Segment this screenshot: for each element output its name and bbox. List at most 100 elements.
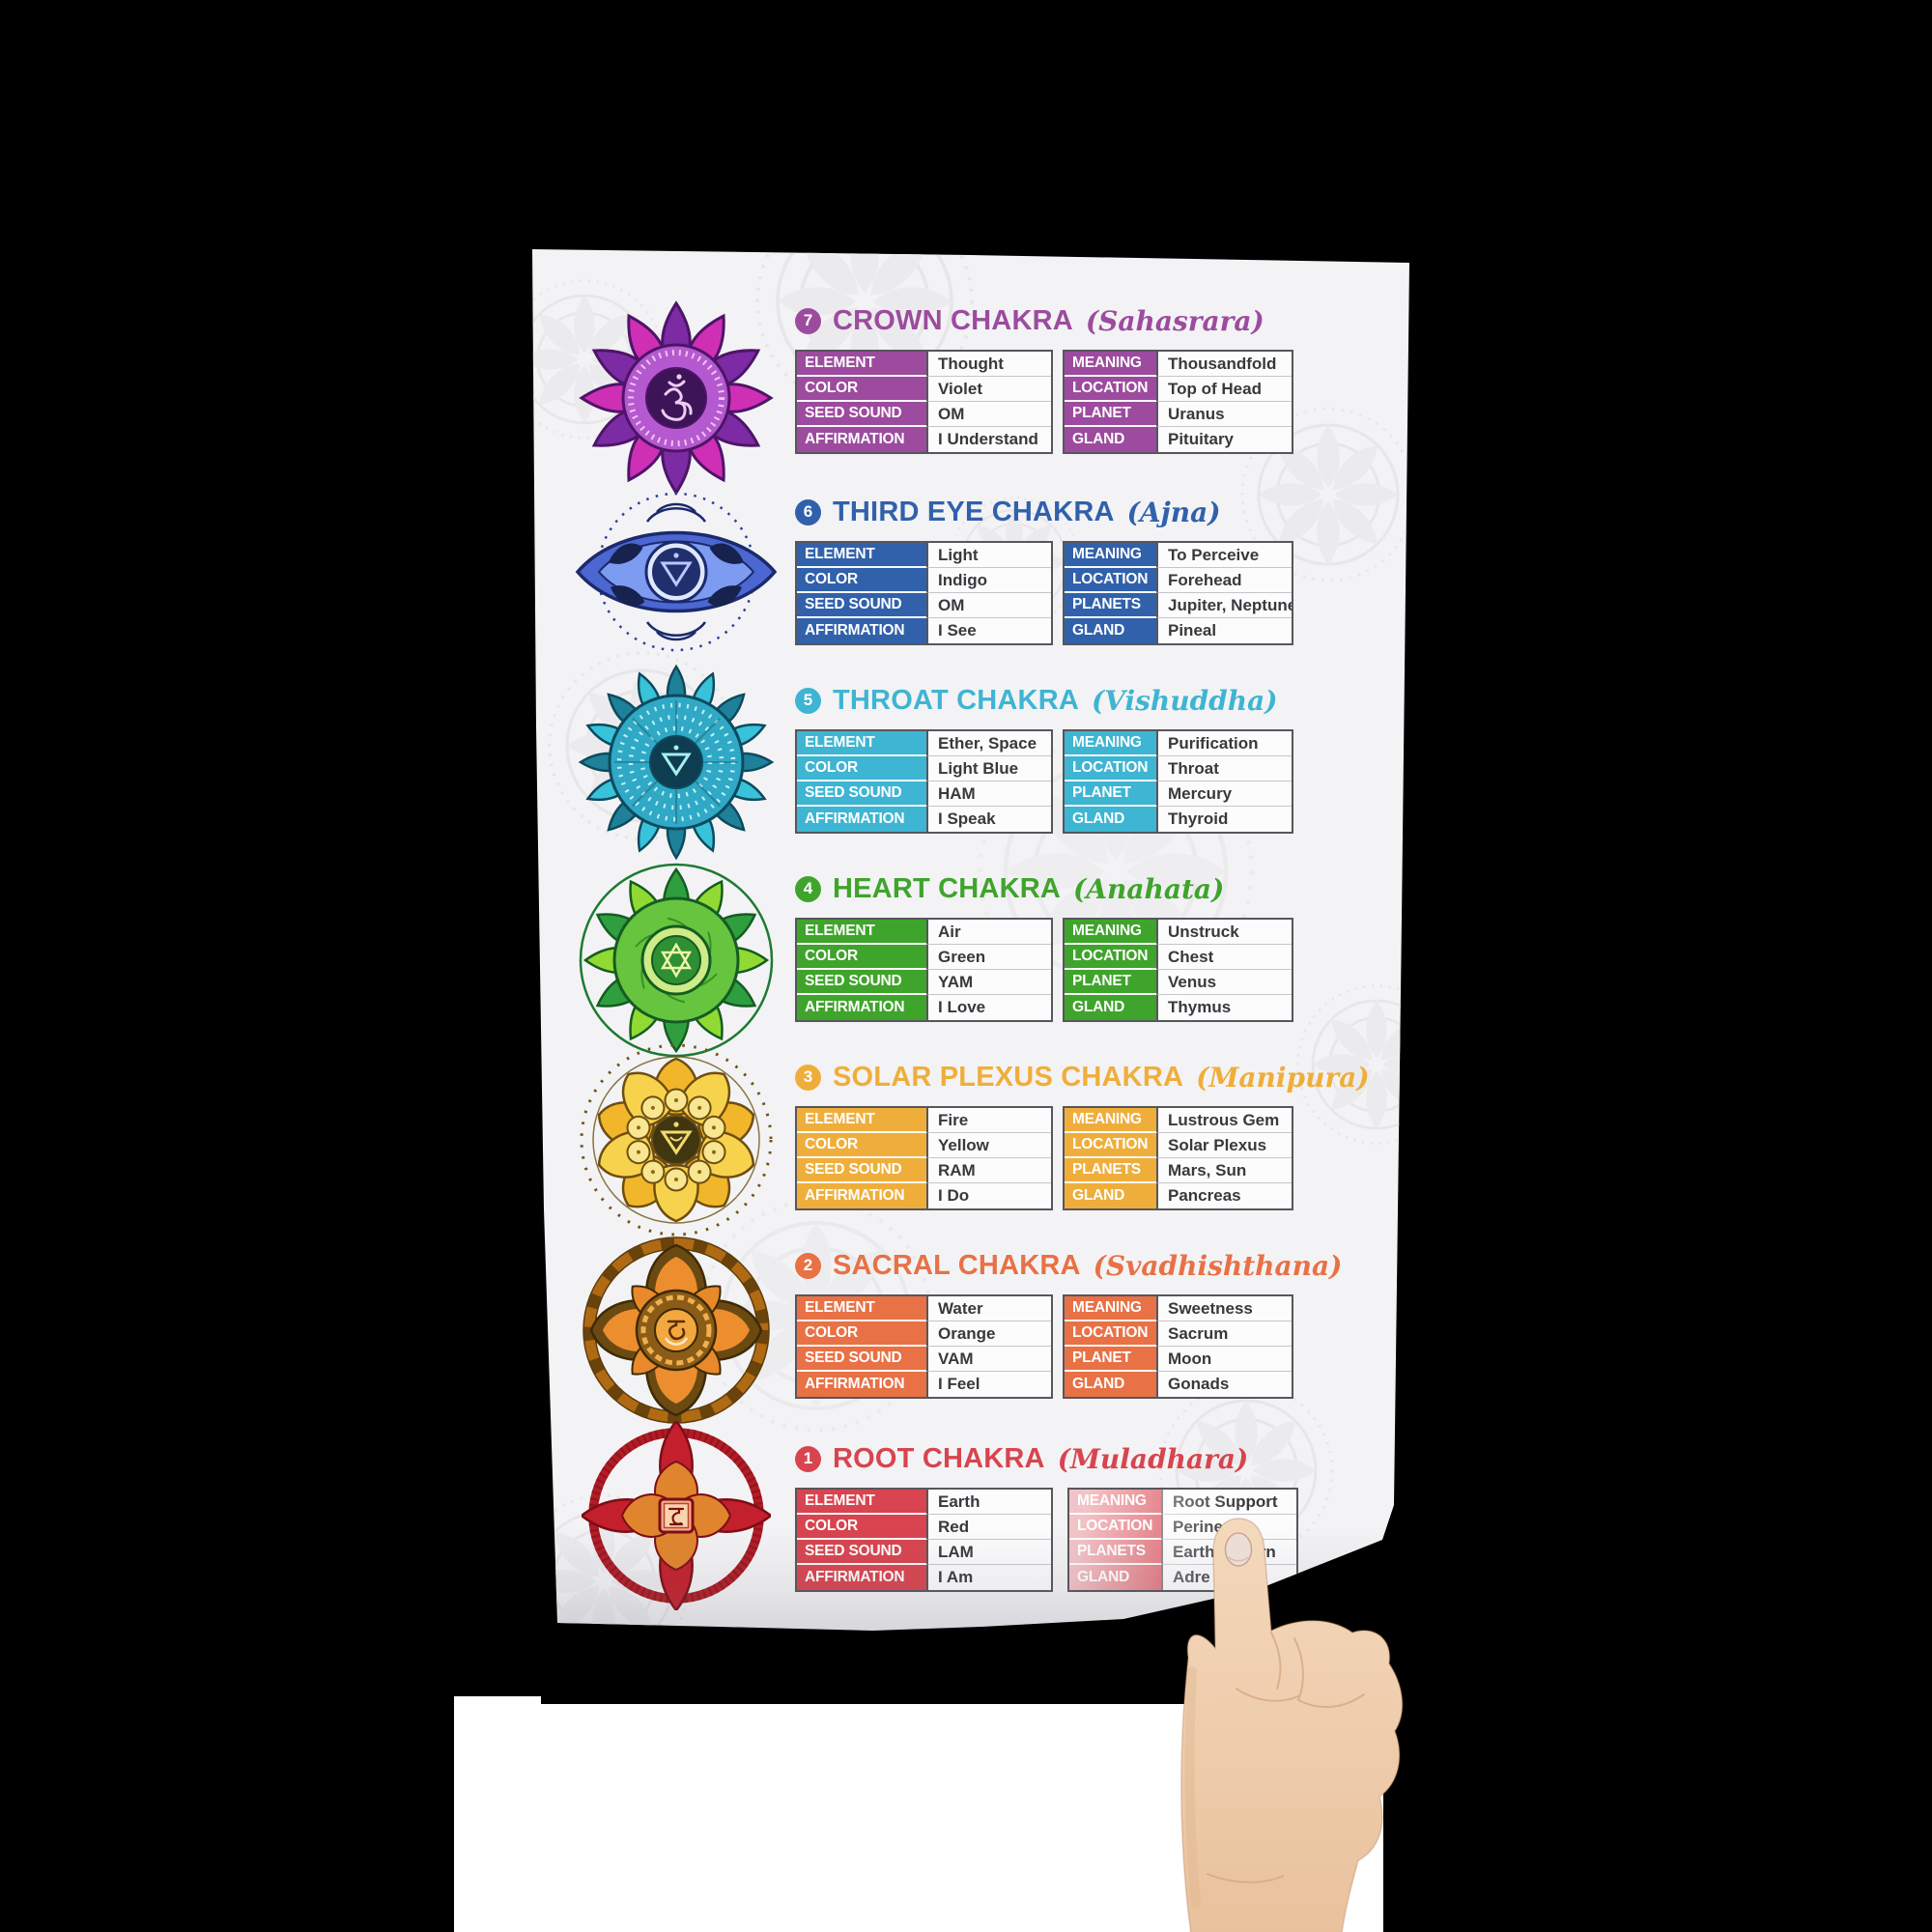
table-row: COLOR Yellow [797, 1133, 1051, 1158]
row-label: LOCATION [1065, 756, 1156, 781]
table-row: COLOR Orange [797, 1321, 1051, 1347]
row-label: COLOR [797, 377, 926, 402]
row-label: SEED SOUND [797, 1347, 926, 1372]
row-value: Earth [926, 1490, 1051, 1515]
row-value: Red [926, 1515, 1051, 1540]
row-value: Water [926, 1296, 1051, 1321]
row-label: PLANET [1065, 402, 1156, 427]
row-value: I Feel [926, 1372, 1051, 1397]
row-value: Green [926, 945, 1051, 970]
section-heart-chakra: 4 HEART CHAKRA (Anahata) ELEMENT Air COLO… [795, 872, 1394, 1037]
row-value: Yellow [926, 1133, 1051, 1158]
table-row: COLOR Indigo [797, 568, 1051, 593]
row-value: Uranus [1156, 402, 1292, 427]
row-label: PLANET [1065, 1347, 1156, 1372]
row-value: OM [926, 593, 1051, 618]
row-value: Gonads [1156, 1372, 1292, 1397]
row-label: SEED SOUND [797, 1158, 926, 1183]
row-value: OM [926, 402, 1051, 427]
row-value: Unstruck [1156, 920, 1292, 945]
row-value: YAM [926, 970, 1051, 995]
row-label: PLANET [1065, 781, 1156, 807]
chakra-number-badge: 7 [795, 307, 821, 334]
row-value: RAM [926, 1158, 1051, 1183]
row-label: AFFIRMATION [797, 1565, 926, 1590]
chakra-title: ROOT CHAKRA [833, 1442, 1045, 1474]
row-value: Thyroid [1156, 807, 1292, 832]
row-label: GLAND [1065, 807, 1156, 832]
row-value: Pituitary [1156, 427, 1292, 452]
row-value: Fire [926, 1108, 1051, 1133]
row-value: To Perceive [1156, 543, 1292, 568]
table-row: ELEMENT Ether, Space [797, 731, 1051, 756]
table-row: GLAND Pancreas [1065, 1183, 1292, 1208]
row-value: Venus [1156, 970, 1292, 995]
row-label: LOCATION [1069, 1515, 1161, 1540]
table-row: ELEMENT Thought [797, 352, 1051, 377]
row-value: Violet [926, 377, 1051, 402]
chakra-sanskrit-name: (Muladhara) [1057, 1442, 1249, 1475]
row-value: Thought [926, 352, 1051, 377]
table-row: PLANETS Jupiter, Neptune [1065, 593, 1292, 618]
row-value: Chest [1156, 945, 1292, 970]
row-value: VAM [926, 1347, 1051, 1372]
chakra-number-badge: 2 [795, 1252, 821, 1279]
chakra-attributes-table: ELEMENT Thought COLOR Violet SEED SOUND OM … [795, 350, 1053, 454]
table-row: GLAND Thyroid [1065, 807, 1292, 832]
table-row: PLANET Moon [1065, 1347, 1292, 1372]
section-title-row: 6 THIRD EYE CHAKRA (Ajna) [795, 496, 1221, 528]
chakra-title: CROWN CHAKRA [833, 304, 1073, 336]
row-value: Thousandfold [1156, 352, 1292, 377]
row-label: GLAND [1065, 1372, 1156, 1397]
chakra-number-badge: 5 [795, 687, 821, 714]
row-value: Indigo [926, 568, 1051, 593]
table-row: SEED SOUND VAM [797, 1347, 1051, 1372]
chakra-title: THROAT CHAKRA [833, 684, 1079, 716]
table-row: PLANET Venus [1065, 970, 1292, 995]
table-row: SEED SOUND HAM [797, 781, 1051, 807]
table-row: GLANDAdre [1069, 1565, 1296, 1590]
row-label: AFFIRMATION [797, 1183, 926, 1208]
row-label: ELEMENT [797, 543, 926, 568]
row-value: Jupiter, Neptune [1156, 593, 1292, 618]
row-label: COLOR [797, 568, 926, 593]
row-value: Forehead [1156, 568, 1292, 593]
row-value: Sweetness [1156, 1296, 1292, 1321]
chakra-title: THIRD EYE CHAKRA [833, 496, 1115, 527]
row-label: ELEMENT [797, 1296, 926, 1321]
chakra-attributes-table: ELEMENT Air COLOR Green SEED SOUND YAM AFFI… [795, 918, 1053, 1022]
section-sacral-chakra: 2 SACRAL CHAKRA (Svadhishthana) ELEMENT W… [795, 1250, 1394, 1413]
row-label: PLANET [1065, 970, 1156, 995]
heart-chakra-mandala-icon [579, 863, 774, 1058]
chakra-number-badge: 3 [795, 1064, 821, 1091]
chakra-meaning-table: MEANING Thousandfold LOCATION Top of Head … [1063, 350, 1293, 454]
table-row: ELEMENT Water [797, 1296, 1051, 1321]
table-row: AFFIRMATION I See [797, 618, 1051, 643]
chakra-sanskrit-name: (Ajna) [1126, 496, 1221, 528]
row-label: LOCATION [1065, 1321, 1156, 1347]
row-label: GLAND [1065, 995, 1156, 1020]
row-value: Mercury [1156, 781, 1292, 807]
table-row: PLANETS Mars, Sun [1065, 1158, 1292, 1183]
row-value: Ether, Space [926, 731, 1051, 756]
section-crown-chakra: 7 CROWN CHAKRA (Sahasrara) ELEMENT Though… [795, 304, 1394, 469]
table-row: COLOR Green [797, 945, 1051, 970]
row-value: I Do [926, 1183, 1051, 1208]
section-title-row: 4 HEART CHAKRA (Anahata) [795, 872, 1225, 905]
row-value: Root Support [1161, 1490, 1296, 1515]
table-row: COLOR Light Blue [797, 756, 1051, 781]
table-row: AFFIRMATION I Love [797, 995, 1051, 1020]
row-label: LOCATION [1065, 1133, 1156, 1158]
chakra-sanskrit-name: (Anahata) [1073, 872, 1225, 905]
row-value: Air [926, 920, 1051, 945]
row-value: Mars, Sun [1156, 1158, 1292, 1183]
row-value: Light [926, 543, 1051, 568]
row-label: COLOR [797, 756, 926, 781]
table-row: PLANET Uranus [1065, 402, 1292, 427]
row-label: PLANETS [1065, 593, 1156, 618]
table-row: LOCATION Solar Plexus [1065, 1133, 1292, 1158]
row-value: I See [926, 618, 1051, 643]
row-label: AFFIRMATION [797, 1372, 926, 1397]
chakra-meaning-table: MEANING Sweetness LOCATION Sacrum PLANET Mo… [1063, 1294, 1293, 1399]
